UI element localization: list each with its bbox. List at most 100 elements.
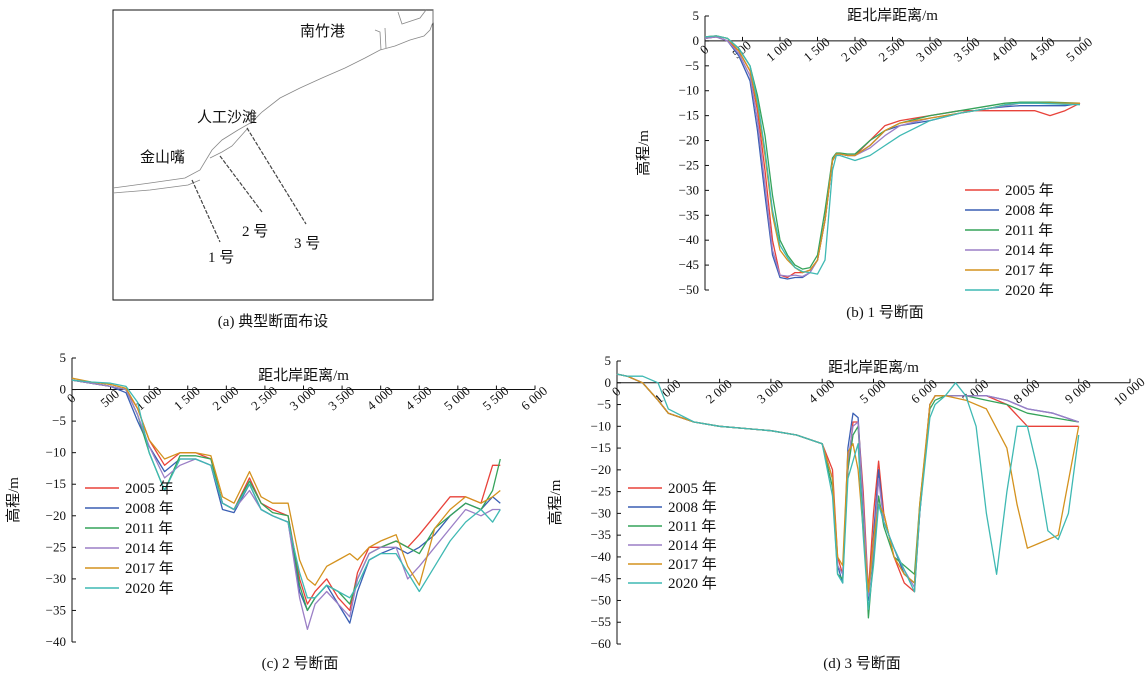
legend-label: 2020 年 [125,580,174,597]
y-tick-label: −10 [591,418,611,433]
chart-caption: (d) 3 号断面 [823,655,901,672]
series-line-4 [704,36,1080,278]
label-port: 南竹港 [300,23,345,40]
y-tick-label: −25 [46,539,66,554]
x-tick-label: 7 000 [959,376,991,406]
label-section-1: 1 号 [208,250,234,266]
y-tick-label: −20 [679,133,699,148]
y-tick-label: 5 [605,353,612,368]
x-tick-label: 4 000 [364,383,396,413]
section-line-3 [246,127,307,225]
beach-outline [209,127,249,159]
x-tick-label: 2 500 [876,34,908,64]
legend-label: 2014 年 [668,537,717,554]
y-tick-label: −40 [591,549,611,564]
legend-label: 2017 年 [1005,262,1054,279]
series-line-3 [704,35,1081,270]
panel-a-map: 南竹港 人工沙滩 金山嘴 1 号 2 号 3 号 (a) 典型断面布设 [112,9,434,330]
chart-caption: (c) 2 号断面 [262,655,339,672]
x-tick-label: 1 000 [651,376,683,406]
series-line-6 [616,373,1080,610]
map-frame [112,9,434,301]
legend-label: 2005 年 [1005,182,1054,199]
y-tick-label: −55 [591,614,611,629]
x-tick-label: 6 000 [908,376,940,406]
y-tick-label: −30 [679,182,699,197]
y-tick-label: −35 [591,527,611,542]
series-line-6 [704,35,1081,275]
legend-label: 2005 年 [668,480,717,497]
x-tick-label: 4 000 [805,376,837,406]
legend-label: 2017 年 [668,556,717,573]
legend-label: 2017 年 [125,560,174,577]
x-tick-label: 5 000 [1063,34,1095,64]
legend-label: 2014 年 [1005,242,1054,259]
y-tick-label: −25 [591,484,611,499]
x-tick-label: 3 000 [913,34,945,64]
caption-a: (a) 典型断面布设 [218,313,328,330]
y-tick-label: −15 [46,476,66,491]
x-tick-label: 10 000 [1111,374,1147,408]
x-tick-label: 2 000 [838,34,870,64]
x-tick-label: 6 000 [518,383,550,413]
x-tick-label: 4 500 [1026,34,1058,64]
legend-label: 2008 年 [1005,202,1054,219]
y-tick-label: 5 [60,350,67,365]
label-section-3: 3 号 [294,236,320,252]
legend-label: 2020 年 [668,575,717,592]
x-tick-label: 3 000 [754,376,786,406]
y-tick-label: 0 [60,382,67,397]
y-tick-label: −30 [46,571,66,586]
x-tick-label: 1 000 [763,34,795,64]
y-axis-title: 高程/m [547,479,564,525]
x-tick-label: 5 500 [479,383,511,413]
x-axis-title: 距北岸距离/m [258,367,349,384]
label-cape: 金山嘴 [140,149,185,166]
y-tick-label: 0 [605,375,612,390]
y-tick-label: −5 [597,397,611,412]
legend-label: 2005 年 [125,480,174,497]
y-tick-label: −10 [46,445,66,460]
y-tick-label: −45 [679,257,699,272]
y-tick-label: −15 [591,440,611,455]
x-tick-label: 5 000 [441,383,473,413]
x-tick-label: 2 500 [248,383,280,413]
x-tick-label: 4 000 [988,34,1020,64]
y-tick-label: −10 [679,83,699,98]
x-tick-label: 0 [697,42,712,58]
legend-label: 2011 年 [125,520,173,537]
y-tick-label: −20 [46,508,66,523]
series-line-1 [71,379,501,612]
y-tick-label: −40 [679,232,699,247]
x-axis-title: 距北岸距离/m [828,359,919,376]
x-tick-label: 3 000 [287,383,319,413]
panel-b-chart: 50−5−10−15−20−25−30−35−40−45−500 500 1 000… [635,7,1095,321]
x-tick-label: 3 500 [325,383,357,413]
y-tick-label: 0 [693,33,700,48]
section-line-1 [191,179,221,243]
section-line-2 [219,155,263,213]
y-tick-label: −45 [591,571,611,586]
y-tick-label: −35 [679,207,699,222]
coastline [112,10,434,189]
x-tick-label: 3 500 [951,34,983,64]
y-tick-label: −25 [679,157,699,172]
x-tick-label: 2 000 [209,383,241,413]
port-jetty [374,9,427,51]
x-tick-label: 0 [64,390,79,406]
y-tick-label: 5 [693,8,700,23]
y-tick-label: −5 [685,58,699,73]
series-line-5 [71,377,501,586]
x-axis-title: 距北岸距离/m [847,7,938,24]
y-tick-label: −30 [591,505,611,520]
y-axis-title: 高程/m [635,130,652,176]
legend-label: 2020 年 [1005,282,1054,299]
x-tick-label: 4 500 [402,383,434,413]
legend-label: 2011 年 [668,518,716,535]
label-beach: 人工沙滩 [197,109,257,126]
legend-label: 2008 年 [668,499,717,516]
chart-caption: (b) 1 号断面 [846,304,924,321]
legend-label: 2014 年 [125,540,174,557]
x-tick-label: 2 000 [703,376,735,406]
y-tick-label: −20 [591,462,611,477]
